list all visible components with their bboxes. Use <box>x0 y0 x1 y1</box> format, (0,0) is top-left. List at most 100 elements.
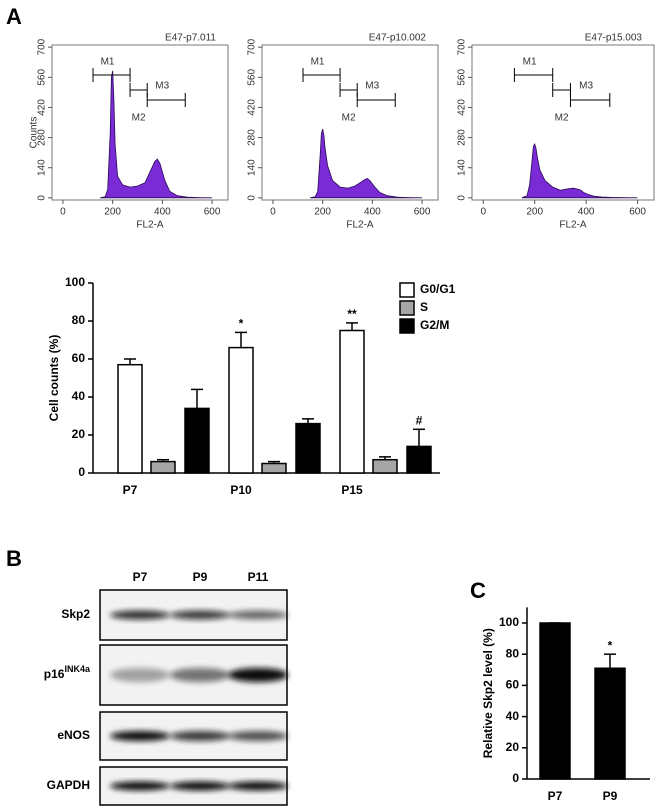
y-tick-label: 0 <box>247 195 258 201</box>
gate-label: M1 <box>311 57 325 68</box>
y-axis-label: Relative Skp2 level (%) <box>481 628 495 758</box>
row-label: Skp2 <box>61 607 90 621</box>
legend-label: S <box>420 300 428 314</box>
x-tick-label: 400 <box>154 207 171 218</box>
x-tick-label: 200 <box>104 207 121 218</box>
blot-band <box>228 610 288 620</box>
gate-label: M3 <box>155 81 169 92</box>
y-tick-label: 140 <box>247 159 258 176</box>
histogram-title: E47-p15.003 <box>585 33 643 44</box>
y-tick-label: 700 <box>37 38 48 55</box>
histogram-area <box>310 128 423 199</box>
y-tick-label: 560 <box>37 69 48 86</box>
bar <box>372 458 398 474</box>
x-tick-label: 600 <box>204 207 221 218</box>
panel-label: A <box>6 4 22 29</box>
y-axis-label: Counts <box>29 117 40 149</box>
x-tick-label: P9 <box>603 789 618 803</box>
gate-label: M1 <box>101 57 115 68</box>
histogram-area <box>100 70 213 199</box>
bar <box>117 363 143 474</box>
x-tick-label: 600 <box>414 207 431 218</box>
row-label-name: GAPDH <box>47 778 90 792</box>
y-axis-label: Cell counts (%) <box>47 335 61 422</box>
x-axis-label: FL2-A <box>559 220 587 231</box>
legend-swatch <box>399 282 415 298</box>
plot-frame <box>51 44 229 201</box>
y-tick-label: 100 <box>499 615 519 629</box>
bar <box>594 667 626 780</box>
group: P7 P9 P11 Skp2 p16INK4a eNOS GAPDH <box>44 570 288 806</box>
y-tick-label: 420 <box>247 99 258 116</box>
y-tick-label: 20 <box>72 427 86 441</box>
bar <box>406 445 432 474</box>
blot-band <box>170 610 230 620</box>
x-tick-label: P7 <box>548 789 563 803</box>
y-tick-label: 40 <box>506 709 520 723</box>
plot-frame <box>261 44 439 201</box>
plot-frame <box>471 44 655 201</box>
bar <box>261 462 287 474</box>
x-tick-label: 0 <box>481 207 487 218</box>
gate-label: M1 <box>523 57 537 68</box>
blot-band <box>110 668 170 682</box>
gate-label: M2 <box>132 113 146 124</box>
y-tick-label: 60 <box>72 351 86 365</box>
bar <box>228 346 254 474</box>
y-tick-label: 140 <box>37 159 48 176</box>
significance-mark: * <box>608 638 613 652</box>
legend-label: G0/G1 <box>420 282 456 296</box>
y-tick-label: 0 <box>457 195 468 201</box>
bar <box>339 329 365 474</box>
y-tick-label: 280 <box>247 129 258 146</box>
y-tick-label: 0 <box>78 465 85 479</box>
lane-label: P9 <box>193 570 208 584</box>
x-axis-label: FL2-A <box>136 220 164 231</box>
blot-band <box>110 731 170 741</box>
y-tick-label: 280 <box>37 129 48 146</box>
blot-band <box>170 668 230 682</box>
group: E47-p10.002 0 140 280 420 560 700 0 200 400 600 FL2… <box>247 33 439 231</box>
row-label: eNOS <box>57 728 90 742</box>
gate-label: M3 <box>579 81 593 92</box>
row-label-name: p16 <box>44 667 65 681</box>
row-label-name: eNOS <box>57 728 90 742</box>
x-tick-label: P10 <box>230 483 252 497</box>
blot-band <box>110 610 170 620</box>
histogram-area <box>521 143 638 199</box>
group: E47-p15.003 0 140 280 420 560 700 0 200 400 600 FL2… <box>457 33 655 231</box>
y-tick-label: 80 <box>506 646 520 660</box>
y-tick-label: 60 <box>506 678 520 692</box>
y-tick-label: 20 <box>506 740 520 754</box>
blot-band <box>228 781 288 791</box>
row-label-name: Skp2 <box>61 607 90 621</box>
legend-label: G2/M <box>420 318 449 332</box>
histogram-title: E47-p7.011 <box>165 33 216 44</box>
row-label-superscript: INK4a <box>64 664 91 674</box>
significance-mark: # <box>416 413 423 427</box>
bar <box>184 407 210 474</box>
y-tick-label: 420 <box>457 99 468 116</box>
legend-swatch <box>399 300 415 316</box>
y-tick-label: 700 <box>457 38 468 55</box>
bar <box>295 422 321 474</box>
y-tick-label: 40 <box>72 389 86 403</box>
group: 0 20 40 60 80 100 Cell counts (%) P7 P10 * P15 ** # G… <box>47 275 456 497</box>
x-tick-label: P7 <box>123 483 138 497</box>
blot-band <box>228 731 288 741</box>
bar <box>150 460 176 474</box>
y-tick-label: 560 <box>247 69 258 86</box>
group: 0 20 40 60 80 100 Relative Skp2 level (%) P7 P9 * <box>481 607 650 803</box>
x-tick-label: 0 <box>270 207 276 218</box>
bar <box>539 622 571 780</box>
x-tick-label: 200 <box>526 207 543 218</box>
legend-swatch <box>399 318 415 334</box>
lane-label: P11 <box>248 570 269 584</box>
blot-band <box>110 781 170 791</box>
row-label: GAPDH <box>47 778 90 792</box>
y-tick-label: 560 <box>457 69 468 86</box>
histogram-title: E47-p10.002 <box>369 33 427 44</box>
x-tick-label: 400 <box>364 207 381 218</box>
y-tick-label: 0 <box>37 195 48 201</box>
